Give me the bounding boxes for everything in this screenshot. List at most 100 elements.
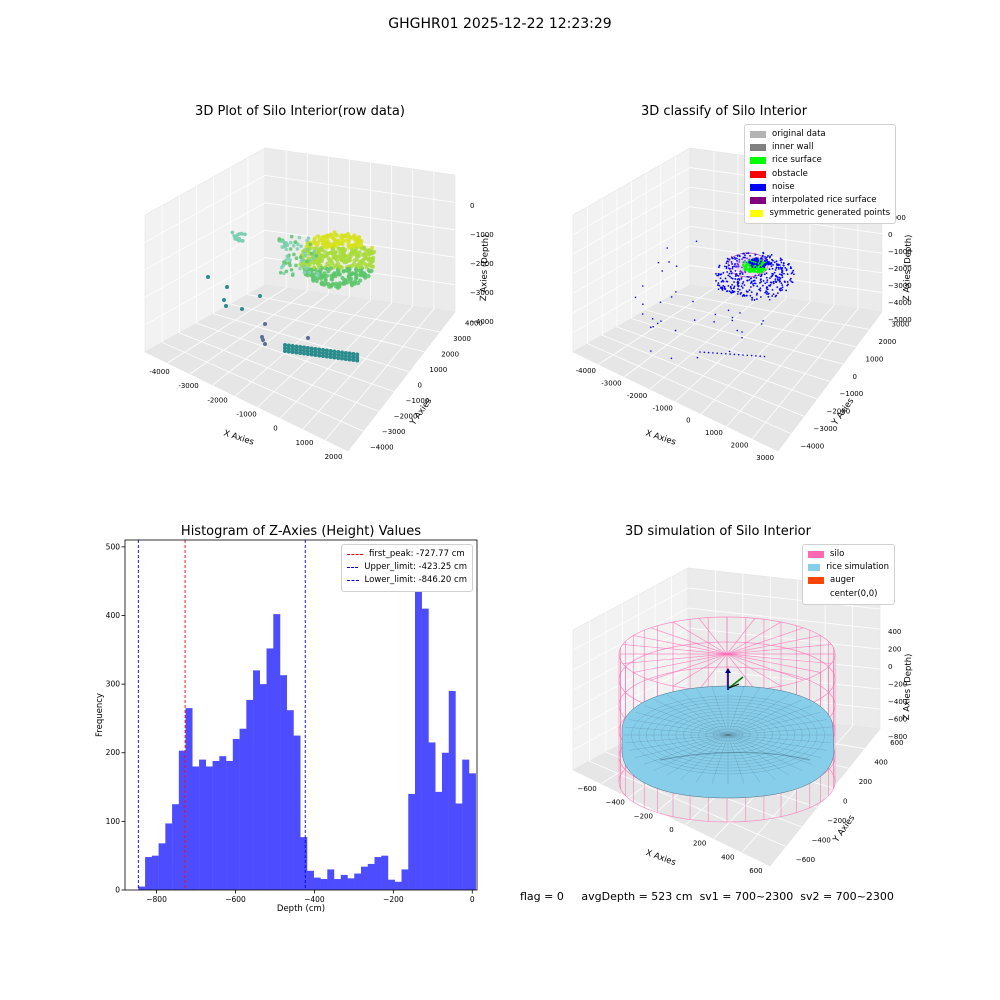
p2-grid-floor-b: [700, 301, 811, 415]
p2-noise-point: [674, 329, 677, 332]
p2-noise-point: [692, 300, 694, 303]
p2-noise-point: [773, 271, 776, 274]
p2-noise-point: [724, 277, 727, 280]
p1-data-point: [281, 239, 286, 244]
p4-x-tick-label: 200: [693, 840, 706, 848]
p1-data-point: [282, 260, 286, 264]
p2-noise-point: [781, 274, 783, 277]
p2-noise-point: [764, 291, 767, 294]
p1-data-point: [331, 241, 336, 246]
p2-z-tick-label: −5000: [888, 316, 912, 324]
p2-noise-point: [785, 268, 788, 271]
p2-noise-point: [750, 354, 753, 357]
p2-x-tick-label: -2000: [627, 392, 647, 400]
p1-data-point: [333, 249, 338, 255]
p1-x-tick-label: 1000: [296, 439, 314, 447]
p2-z-tick-label: −4000: [888, 299, 912, 307]
p2-noise-point: [714, 313, 717, 316]
p2-noise-point: [722, 280, 725, 283]
p4-rice-mesh-line: [711, 734, 729, 785]
p1-data-point: [309, 251, 314, 256]
p1-data-point: [337, 246, 342, 251]
p2-noise-point: [668, 261, 670, 263]
p2-noise-point: [726, 271, 729, 273]
p2-noise-point: [792, 273, 795, 276]
p1-grid-floor-a: [213, 313, 410, 372]
p2-noise-point: [779, 257, 782, 260]
p3-axes-frame: [124, 539, 478, 891]
p4-silo-roof-wire: [726, 653, 782, 687]
p1-y-tick-label: 3000: [453, 335, 471, 343]
p4-silo-roof-wire: [726, 653, 821, 673]
p3-histogram-bar: [185, 708, 193, 890]
p1-data-point: [330, 251, 335, 256]
plot4-legend-item: rice simulation: [808, 561, 889, 574]
p2-noise-point: [712, 352, 714, 354]
p4-rice-shadow: [659, 751, 811, 761]
p3-histogram-bar: [199, 759, 207, 890]
p1-data-point: [288, 247, 293, 251]
p2-noise-point: [738, 277, 740, 280]
p2-y-tick-label: −3000: [814, 425, 838, 433]
p2-noise-point: [730, 287, 733, 290]
p2-noise-point: [729, 286, 732, 289]
p1-data-point: [338, 257, 343, 262]
p2-noise-point: [736, 262, 739, 265]
p2-noise-point: [737, 282, 740, 284]
p1-data-point: [307, 262, 312, 268]
p4-silo-roof-wire: [650, 627, 728, 655]
p2-noise-point: [737, 285, 740, 287]
p3-y-axis-label: Frequency: [95, 693, 105, 737]
p1-data-point: [342, 257, 348, 262]
p1-y-tick-label: −3000: [382, 428, 406, 436]
p3-histogram-bar: [468, 773, 476, 890]
p2-noise-point: [777, 292, 779, 295]
p1-data-point: [316, 262, 321, 268]
p1-y-tick-label: −4000: [370, 443, 394, 451]
p4-rice-mesh-line: [727, 734, 776, 780]
p4-x-tick-label: −400: [606, 799, 625, 807]
p4-grid-z: [572, 627, 881, 691]
p1-data-point: [358, 264, 364, 269]
p2-noise-point: [721, 279, 724, 282]
p3-histogram-bar: [421, 608, 429, 890]
p4-silo-roof-wire: [633, 653, 728, 673]
p2-noise-point: [722, 271, 725, 274]
p4-y-tick-label: 400: [874, 758, 887, 766]
p2-noise-point: [791, 281, 794, 284]
p1-grid-floor-b: [325, 308, 435, 441]
p1-data-point: [340, 241, 345, 247]
p1-data-point: [324, 354, 329, 359]
p1-data-point: [225, 285, 229, 289]
p2-noise-point: [728, 350, 731, 353]
p2-z-tick-label: 1000: [888, 214, 906, 222]
p2-noise-point: [780, 258, 783, 261]
p2-y-tick-label: 1000: [866, 355, 884, 363]
p2-noise-point: [759, 257, 762, 260]
p2-noise-point: [731, 267, 734, 270]
p2-noise-point: [759, 282, 761, 284]
p2-noise-point: [758, 288, 761, 291]
p2-x-tick-label: 1000: [705, 429, 723, 437]
p2-floor-pane: [572, 284, 883, 452]
p2-noise-point: [757, 259, 760, 262]
p2-noise-point: [737, 353, 740, 356]
p1-data-point: [224, 304, 228, 308]
p2-noise-point: [734, 278, 737, 280]
p2-noise-point: [716, 274, 718, 277]
p1-data-point: [329, 276, 334, 282]
p4-rice-mesh-line: [695, 734, 729, 783]
p4-rice-mesh-line: [629, 719, 729, 736]
p1-data-point: [287, 261, 292, 265]
p2-rice-surface-point: [746, 267, 749, 271]
p2-noise-point: [745, 290, 748, 292]
p1-grid-z: [144, 229, 456, 298]
p2-noise-point: [727, 309, 730, 312]
p2-noise-point: [752, 283, 754, 285]
plot4-legend-label: center(0,0): [830, 588, 878, 599]
p2-noise-point: [728, 264, 730, 267]
p3-histogram-bar: [165, 823, 173, 890]
p4-z-tick-label: −600: [888, 716, 907, 724]
p1-data-point: [321, 348, 325, 352]
p1-data-point: [327, 258, 332, 263]
